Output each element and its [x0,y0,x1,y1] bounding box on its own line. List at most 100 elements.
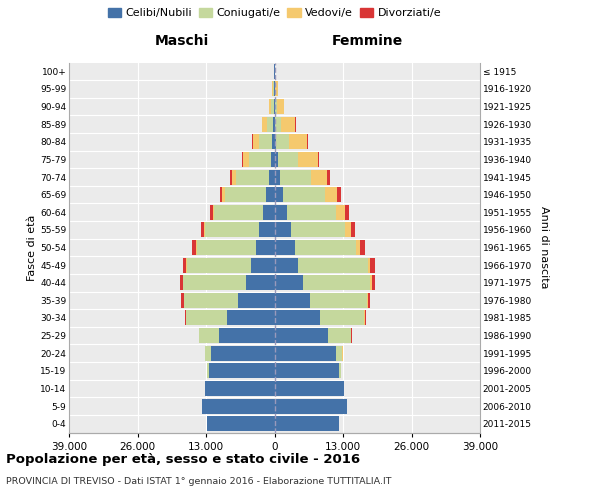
Bar [259,134,272,150]
Bar [266,187,275,202]
Bar [256,240,275,255]
Bar [280,170,311,184]
Bar [320,310,364,326]
Bar [211,346,275,360]
Bar [230,170,232,184]
Bar [275,328,328,343]
Text: Popolazione per età, sesso e stato civile - 2016: Popolazione per età, sesso e stato civil… [6,452,360,466]
Bar [272,134,275,150]
Bar [209,364,275,378]
Bar [205,381,275,396]
Bar [275,82,278,96]
Bar [263,205,275,220]
Bar [277,134,289,150]
Bar [214,205,263,220]
Bar [289,134,307,150]
Bar [275,205,287,220]
Bar [345,205,349,220]
Bar [368,293,370,308]
Bar [212,205,214,220]
Text: Maschi: Maschi [155,34,209,48]
Bar [275,310,320,326]
Bar [278,152,298,167]
Bar [199,328,219,343]
Bar [336,205,345,220]
Bar [345,222,351,238]
Bar [209,205,212,220]
Bar [275,116,281,132]
Bar [298,152,318,167]
Bar [266,116,274,132]
Bar [307,134,308,150]
Bar [356,240,360,255]
Bar [303,275,370,290]
Bar [223,187,225,202]
Bar [225,187,266,202]
Bar [336,346,343,360]
Bar [272,82,273,96]
Bar [253,134,259,150]
Bar [248,152,271,167]
Bar [318,152,319,167]
Bar [238,293,275,308]
Bar [185,310,186,326]
Bar [275,416,340,431]
Bar [275,99,277,114]
Bar [197,240,256,255]
Bar [205,222,259,238]
Bar [275,152,278,167]
Bar [275,240,295,255]
Bar [370,258,375,272]
Bar [259,222,275,238]
Bar [275,346,336,360]
Bar [275,398,347,413]
Bar [328,328,351,343]
Bar [281,116,295,132]
Bar [368,258,370,272]
Bar [271,152,275,167]
Bar [277,99,284,114]
Bar [262,116,266,132]
Bar [186,310,227,326]
Bar [327,170,330,184]
Legend: Celibi/Nubili, Coniugati/e, Vedovi/e, Divorziati/e: Celibi/Nubili, Coniugati/e, Vedovi/e, Di… [103,4,446,22]
Bar [275,381,344,396]
Bar [360,240,365,255]
Bar [295,240,356,255]
Bar [201,222,205,238]
Bar [227,310,275,326]
Bar [207,364,209,378]
Bar [269,99,271,114]
Bar [220,187,223,202]
Bar [184,293,238,308]
Bar [337,187,341,202]
Text: Femmine: Femmine [331,34,403,48]
Bar [367,293,368,308]
Bar [371,275,376,290]
Bar [275,222,291,238]
Bar [275,187,283,202]
Bar [275,170,280,184]
Bar [283,187,325,202]
Bar [273,82,274,96]
Bar [310,293,367,308]
Bar [311,170,327,184]
Bar [205,346,211,360]
Bar [232,170,236,184]
Bar [339,364,341,378]
Y-axis label: Anni di nascita: Anni di nascita [539,206,548,289]
Bar [275,364,339,378]
Bar [187,258,251,272]
Bar [325,187,337,202]
Bar [182,258,186,272]
Bar [269,170,275,184]
Bar [196,240,197,255]
Bar [287,205,336,220]
Bar [275,258,298,272]
Bar [275,134,277,150]
Bar [242,152,243,167]
Bar [202,398,275,413]
Bar [245,275,275,290]
Bar [365,310,366,326]
Y-axis label: Fasce di età: Fasce di età [27,214,37,280]
